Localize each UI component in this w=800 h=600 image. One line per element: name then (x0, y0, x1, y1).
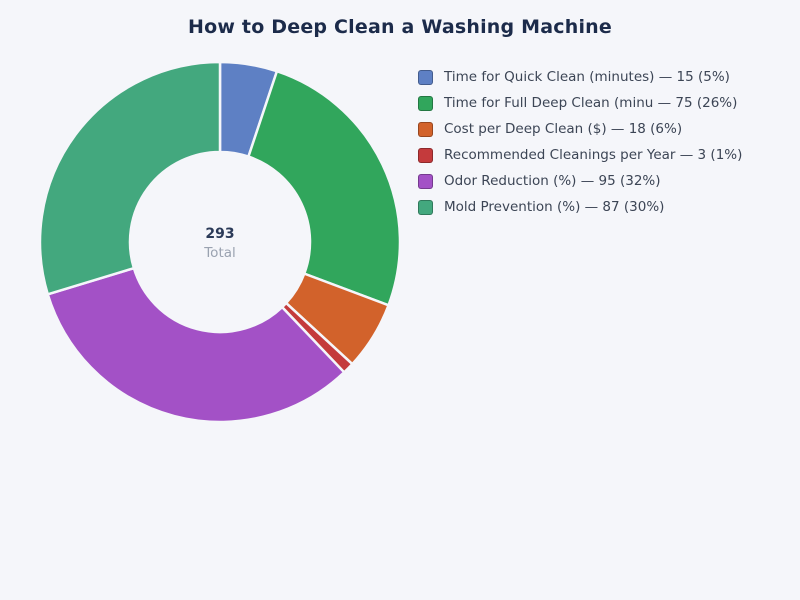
legend-swatch (418, 173, 433, 189)
donut-chart-area (20, 42, 420, 442)
legend-swatch (418, 147, 433, 163)
legend-item[interactable]: Time for Full Deep Clean (minu — 75 (26%… (418, 90, 742, 116)
donut-slice[interactable] (247, 69, 402, 307)
legend: Time for Quick Clean (minutes) — 15 (5%)… (418, 64, 742, 220)
legend-label: Odor Reduction (%) — 95 (32%) (444, 173, 661, 189)
legend-swatch (418, 95, 433, 111)
legend-label: Recommended Cleanings per Year — 3 (1%) (444, 147, 743, 163)
donut-slice[interactable] (46, 266, 346, 424)
legend-swatch (418, 199, 433, 215)
legend-item[interactable]: Cost per Deep Clean ($) — 18 (6%) (418, 116, 742, 142)
legend-label: Cost per Deep Clean ($) — 18 (6%) (444, 121, 683, 137)
legend-item[interactable]: Recommended Cleanings per Year — 3 (1%) (418, 142, 742, 168)
donut-slice[interactable] (38, 60, 222, 296)
legend-label: Time for Full Deep Clean (minu — 75 (26%… (444, 95, 738, 111)
legend-label: Mold Prevention (%) — 87 (30%) (444, 199, 665, 215)
legend-item[interactable]: Time for Quick Clean (minutes) — 15 (5%) (418, 64, 742, 90)
legend-item[interactable]: Odor Reduction (%) — 95 (32%) (418, 168, 742, 194)
legend-swatch (418, 69, 433, 85)
legend-item[interactable]: Mold Prevention (%) — 87 (30%) (418, 194, 742, 220)
legend-swatch (418, 121, 433, 137)
chart-title: How to Deep Clean a Washing Machine (187, 16, 612, 38)
donut-chart[interactable] (20, 42, 420, 442)
legend-label: Time for Quick Clean (minutes) — 15 (5%) (444, 69, 730, 85)
